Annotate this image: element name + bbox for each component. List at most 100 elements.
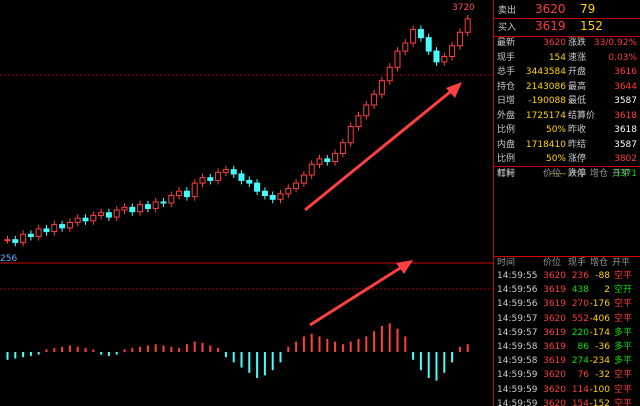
stat-value: -190088 — [528, 96, 566, 106]
candle — [27, 233, 34, 237]
trade-volume: 154 — [571, 398, 589, 406]
candle — [98, 212, 105, 216]
stat-label: 持仓 — [497, 81, 516, 92]
candle — [394, 50, 401, 68]
candle — [464, 18, 471, 33]
stat-value: 2143086 — [525, 81, 566, 92]
trade-volume: 438 — [571, 285, 589, 296]
stat-value: 3644 — [614, 81, 637, 92]
separator — [493, 18, 640, 19]
trade-volume: 236 — [571, 271, 589, 281]
trade-time: 14:59:57 — [497, 327, 538, 338]
stat-label: 杠杆 — [497, 168, 516, 179]
stat-label: 内盘 — [497, 139, 516, 150]
candle — [230, 169, 237, 175]
trade-oi: 2 — [604, 285, 610, 296]
trade-price: 3619 — [543, 327, 566, 338]
trade-time: 14:59:58 — [497, 356, 538, 367]
candle — [74, 217, 81, 223]
column-header: 增仓 — [590, 258, 609, 268]
price-chart: 3720 256 — [0, 3, 493, 381]
candle — [222, 169, 229, 173]
column-header: 时间 — [497, 169, 516, 179]
stat-value: 3371 — [614, 168, 637, 179]
candle — [144, 204, 151, 209]
trade-price: 3620 — [543, 313, 566, 324]
candle — [269, 195, 276, 200]
stat-value: 33/0.92% — [593, 38, 637, 48]
candle — [176, 190, 183, 196]
stat-value: 50% — [545, 154, 566, 164]
stat-value: 3618 — [614, 125, 637, 135]
trade-time: 14:59:59 — [497, 370, 538, 381]
candle — [82, 217, 89, 222]
candle — [160, 201, 167, 204]
candle — [261, 190, 268, 196]
trade-type: 空平 — [614, 299, 633, 310]
column-header: 价位 — [543, 169, 562, 179]
candle — [152, 201, 159, 209]
stat-value: ----- — [549, 168, 566, 179]
candle — [43, 228, 50, 233]
quote-label: 卖出 — [498, 6, 517, 16]
separator — [493, 166, 640, 167]
candle — [168, 195, 175, 204]
stat-label: 比例 — [497, 154, 516, 164]
trade-type: 多平 — [614, 327, 633, 338]
trend-arrow — [309, 263, 406, 327]
candle — [277, 193, 284, 200]
trade-volume: 220 — [571, 327, 589, 338]
trade-price: 3620 — [543, 384, 566, 395]
separator — [493, 256, 640, 257]
stat-value: 1718410 — [525, 139, 566, 150]
high-label: 3720 — [452, 3, 475, 13]
stat-value: 154 — [548, 52, 566, 63]
candle — [90, 214, 97, 222]
quote-price: 3620 — [535, 2, 566, 16]
candle — [285, 187, 292, 195]
candle — [129, 206, 136, 213]
stat-value: 3587 — [614, 139, 637, 150]
trade-time: 14:59:59 — [497, 384, 538, 395]
trade-type: 空平 — [614, 398, 633, 406]
candle — [238, 173, 245, 181]
candle — [254, 182, 261, 192]
side-panel — [493, 0, 640, 406]
trade-oi: -88 — [595, 271, 610, 281]
candle — [113, 209, 120, 218]
candle — [363, 104, 370, 117]
stat-value: 3620 — [543, 38, 566, 48]
stat-label: 昨收 — [568, 125, 587, 135]
trade-volume: 274 — [571, 356, 589, 367]
candle — [347, 126, 354, 144]
candle — [417, 29, 424, 39]
trade-oi: -152 — [589, 398, 610, 406]
candle — [199, 177, 206, 184]
trade-time: 14:59:58 — [497, 342, 538, 352]
candle — [456, 31, 463, 47]
trade-oi: -174 — [589, 327, 610, 338]
candle — [105, 212, 112, 218]
column-header: 增仓 — [590, 169, 609, 179]
trade-time: 14:59:55 — [497, 271, 538, 281]
trade-type: 空平 — [614, 313, 633, 324]
candle — [137, 204, 144, 213]
candle — [402, 42, 409, 52]
column-header: 大单 — [568, 169, 587, 179]
column-header: 现手 — [568, 258, 587, 268]
stat-label: 外盘 — [497, 110, 516, 121]
stat-value: 3616 — [614, 67, 637, 77]
column-header: 时间 — [497, 258, 516, 268]
trade-oi: -100 — [589, 384, 610, 395]
arrow-head — [396, 260, 413, 274]
trade-price: 3619 — [543, 342, 566, 352]
stat-value: 1725174 — [525, 110, 566, 121]
trade-time: 14:59:56 — [497, 285, 538, 296]
stat-label: 跌停 — [568, 168, 587, 179]
trade-oi: -36 — [595, 342, 610, 352]
trade-type: 多平 — [614, 342, 633, 352]
trade-volume: 552 — [571, 313, 589, 324]
trade-price: 3620 — [543, 398, 566, 406]
candle — [246, 179, 253, 184]
candle — [121, 206, 128, 211]
